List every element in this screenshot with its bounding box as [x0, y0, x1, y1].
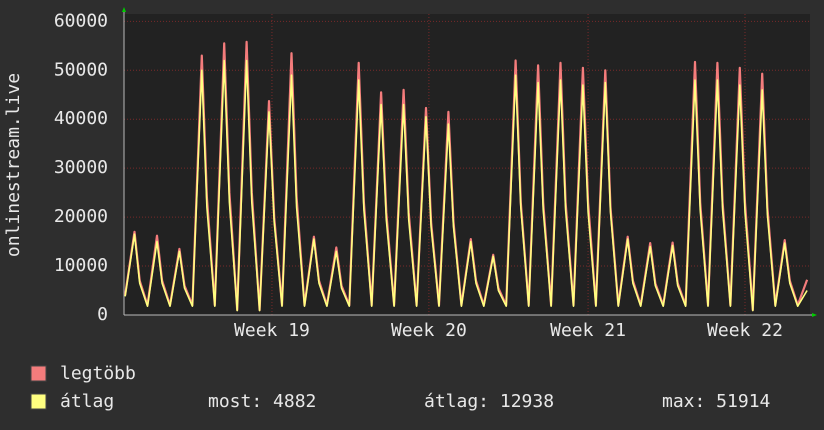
y-tick-label: 60000	[54, 10, 108, 31]
y-tick-label: 10000	[54, 255, 108, 276]
legend-stat: max: 51914	[662, 391, 770, 412]
legend-label: legtöbb	[60, 363, 136, 384]
x-tick-label: Week 21	[550, 320, 626, 341]
legend-label: átlag	[60, 391, 114, 412]
x-tick-label: Week 22	[707, 320, 783, 341]
series-line	[124, 59, 808, 312]
legend-swatch	[30, 393, 47, 410]
y-tick-label: 40000	[54, 108, 108, 129]
y-tick-label: 30000	[54, 157, 108, 178]
legend-swatch	[30, 365, 47, 382]
y-axis-label: onlinestream.live	[3, 73, 24, 257]
legend-stat: most: 4882	[208, 391, 316, 412]
y-tick-label: 50000	[54, 59, 108, 80]
y-tick-label: 20000	[54, 206, 108, 227]
axis-arrow	[812, 313, 817, 317]
axis-arrow	[122, 7, 126, 12]
x-tick-label: Week 20	[391, 320, 467, 341]
legend-stat: átlag: 12938	[424, 391, 554, 412]
x-tick-label: Week 19	[234, 320, 310, 341]
y-tick-label: 0	[97, 304, 108, 325]
